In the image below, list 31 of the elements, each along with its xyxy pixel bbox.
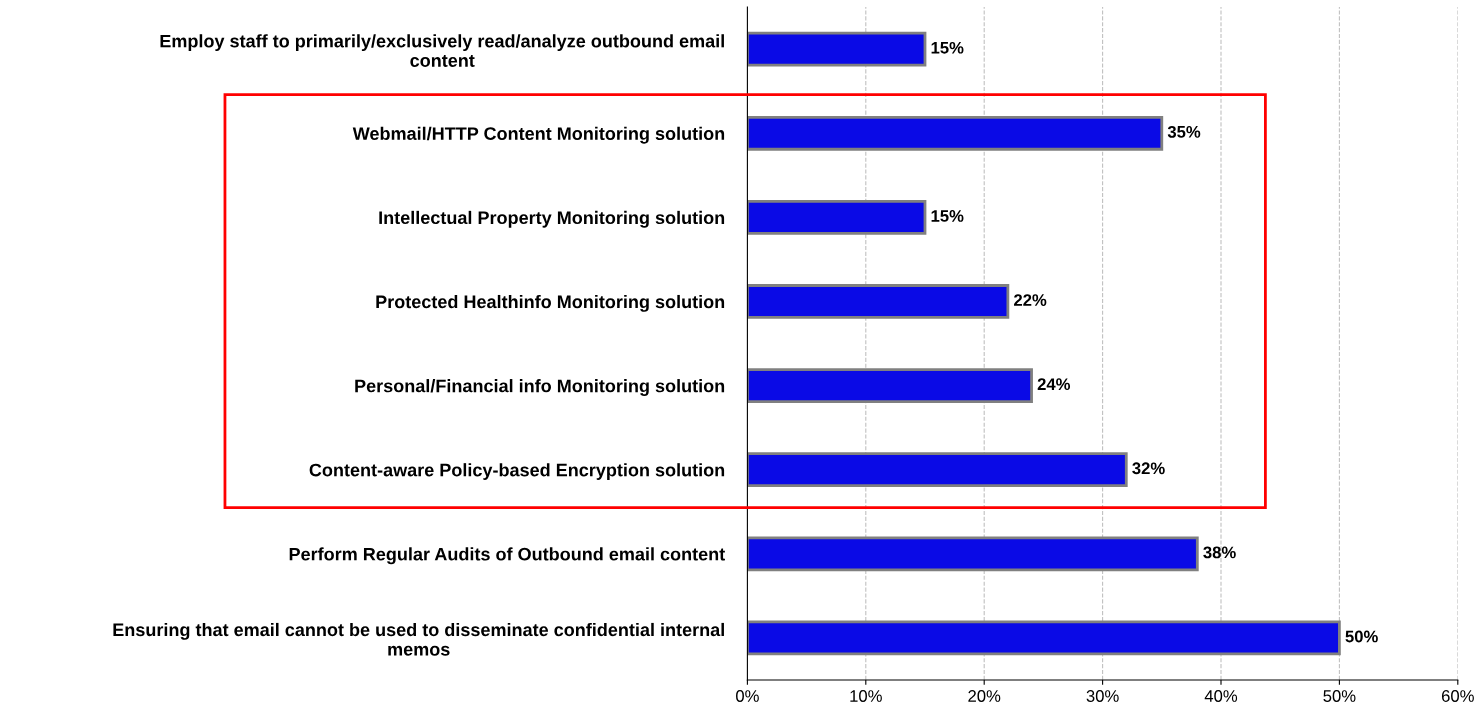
bar [747,200,927,235]
x-tick-label: 20% [968,690,1001,702]
bar [747,368,1033,403]
y-tick-label: Protected Healthinfo Monitoring solution [376,294,725,312]
y-tick-label: Intellectual Property Monitoring solution [379,210,725,228]
data-label: 15% [931,41,964,54]
x-tick-label: 50% [1323,690,1356,702]
bar [747,284,1010,319]
data-label: 15% [931,210,964,222]
y-tick-label: Perform Regular Audits of Outbound email content [289,547,725,565]
bar [747,536,1199,572]
bar [747,620,1341,656]
data-label: 35% [1167,125,1201,138]
data-label: 50% [1345,630,1378,643]
x-tick-label: 40% [1204,690,1238,702]
y-tick-label: Employ staff to primarily/exclusively read/analyze outbound email content [160,34,724,67]
y-tick-label: Content-aware Policy-based Encryption solution [309,463,725,480]
bar [747,452,1128,488]
bar [747,115,1164,151]
data-label: 24% [1037,378,1071,391]
data-label: 22% [1014,294,1047,306]
x-tick-label: 10% [850,690,882,702]
y-tick-label: Webmail/HTTP Content Monitoring solution [352,126,725,144]
data-label: 38% [1203,546,1236,559]
x-tick-label: 60% [1441,690,1474,702]
bar [747,31,927,67]
y-tick-label: Personal/Financial info Monitoring solution [355,379,725,396]
x-tick-label: 0% [736,690,759,702]
y-tick-label: Ensuring that email cannot be used to disseminate confidential internal memos [113,622,724,656]
x-tick-label: 30% [1086,690,1119,702]
data-label: 32% [1132,462,1165,475]
